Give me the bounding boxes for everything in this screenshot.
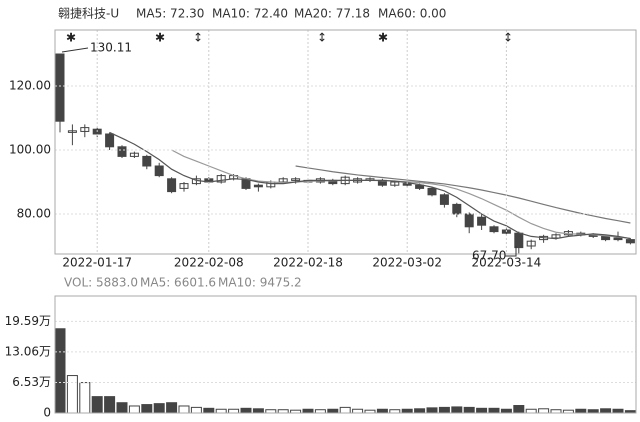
y-tick-label: 19.59万: [5, 314, 51, 328]
volume-bar: [141, 404, 153, 414]
legend-label: MA5: 6601.6: [140, 276, 216, 290]
legend-label: MA5: 72.30: [136, 7, 204, 21]
ma-line: [295, 165, 631, 224]
volume-bar: [166, 402, 178, 414]
legend-label: MA10: 9475.2: [218, 276, 302, 290]
volume-bar: [575, 408, 587, 414]
chart-title: 翱捷科技-U: [58, 7, 119, 21]
legend-label: MA20: 77.18: [294, 7, 370, 21]
volume-bar: [376, 408, 388, 414]
annotation: 130.11: [90, 41, 132, 55]
arrow-marker: ↕: [503, 31, 513, 45]
ma-line: [171, 149, 631, 239]
y-tick-label: 80.00: [17, 207, 51, 221]
volume-bar: [91, 396, 103, 414]
x-tick-label: 2022-03-02: [372, 256, 442, 270]
volume-bar: [252, 408, 264, 414]
legend-label: MA60: 0.00: [378, 7, 446, 21]
y-tick-label: 13.06万: [5, 344, 51, 358]
legend-label: VOL: 5883.0: [64, 276, 138, 290]
volume-bar: [612, 408, 624, 414]
volume-bar: [352, 408, 364, 414]
volume-bar: [153, 403, 165, 414]
arrow-marker: ↕: [193, 31, 203, 45]
volume-bar: [327, 408, 339, 414]
volume-bar: [302, 408, 314, 414]
x-tick-label: 2022-01-17: [62, 256, 132, 270]
volume-bar: [513, 405, 525, 414]
volume-bar: [600, 408, 612, 414]
y-tick-label: 0: [43, 406, 51, 420]
annotation-arrow: [505, 246, 517, 257]
x-tick-label: 2022-02-18: [273, 256, 343, 270]
volume-bar: [240, 407, 252, 414]
x-tick-label: 2022-03-14: [472, 256, 542, 270]
legend-label: MA10: 72.40: [212, 7, 288, 21]
volume-bar: [66, 375, 78, 414]
volume-bar: [414, 408, 426, 414]
volume-bar: [104, 396, 116, 414]
volume-bar: [128, 405, 140, 414]
panel-frame: [54, 29, 637, 255]
volume-bar: [54, 328, 66, 414]
star-marker: ✱: [66, 31, 76, 45]
volume-bar: [463, 406, 475, 414]
volume-bar: [190, 406, 202, 414]
volume-bar: [401, 408, 413, 414]
y-tick-label: 120.00: [9, 79, 51, 93]
volume-bar: [476, 407, 488, 414]
volume-bar: [538, 408, 550, 414]
x-tick-label: 2022-02-08: [174, 256, 244, 270]
volume-bar: [525, 408, 537, 414]
annotation: 67.70: [472, 249, 506, 263]
volume-bar: [116, 402, 128, 414]
volume-bar: [178, 405, 190, 414]
volume-bar: [215, 408, 227, 414]
y-tick-label: 6.53万: [12, 375, 51, 389]
volume-bar: [228, 408, 240, 414]
annotation-arrow: [61, 47, 89, 53]
volume-bar: [426, 407, 438, 414]
event-markers: ✱ ✱ ✱ ↕ ↕ ↕: [66, 31, 513, 45]
volume-bar: [339, 406, 351, 414]
volume-bar: [500, 408, 512, 414]
panel-frame: [54, 295, 637, 414]
star-marker: ✱: [155, 31, 165, 45]
volume-bar: [203, 407, 215, 414]
star-marker: ✱: [378, 31, 388, 45]
ma-line: [109, 131, 631, 240]
volume-bar: [79, 382, 91, 414]
volume-bar: [451, 406, 463, 414]
volume-bar: [488, 407, 500, 414]
arrow-marker: ↕: [317, 31, 327, 45]
y-tick-label: 100.00: [9, 143, 51, 157]
volume-bar: [438, 406, 450, 414]
